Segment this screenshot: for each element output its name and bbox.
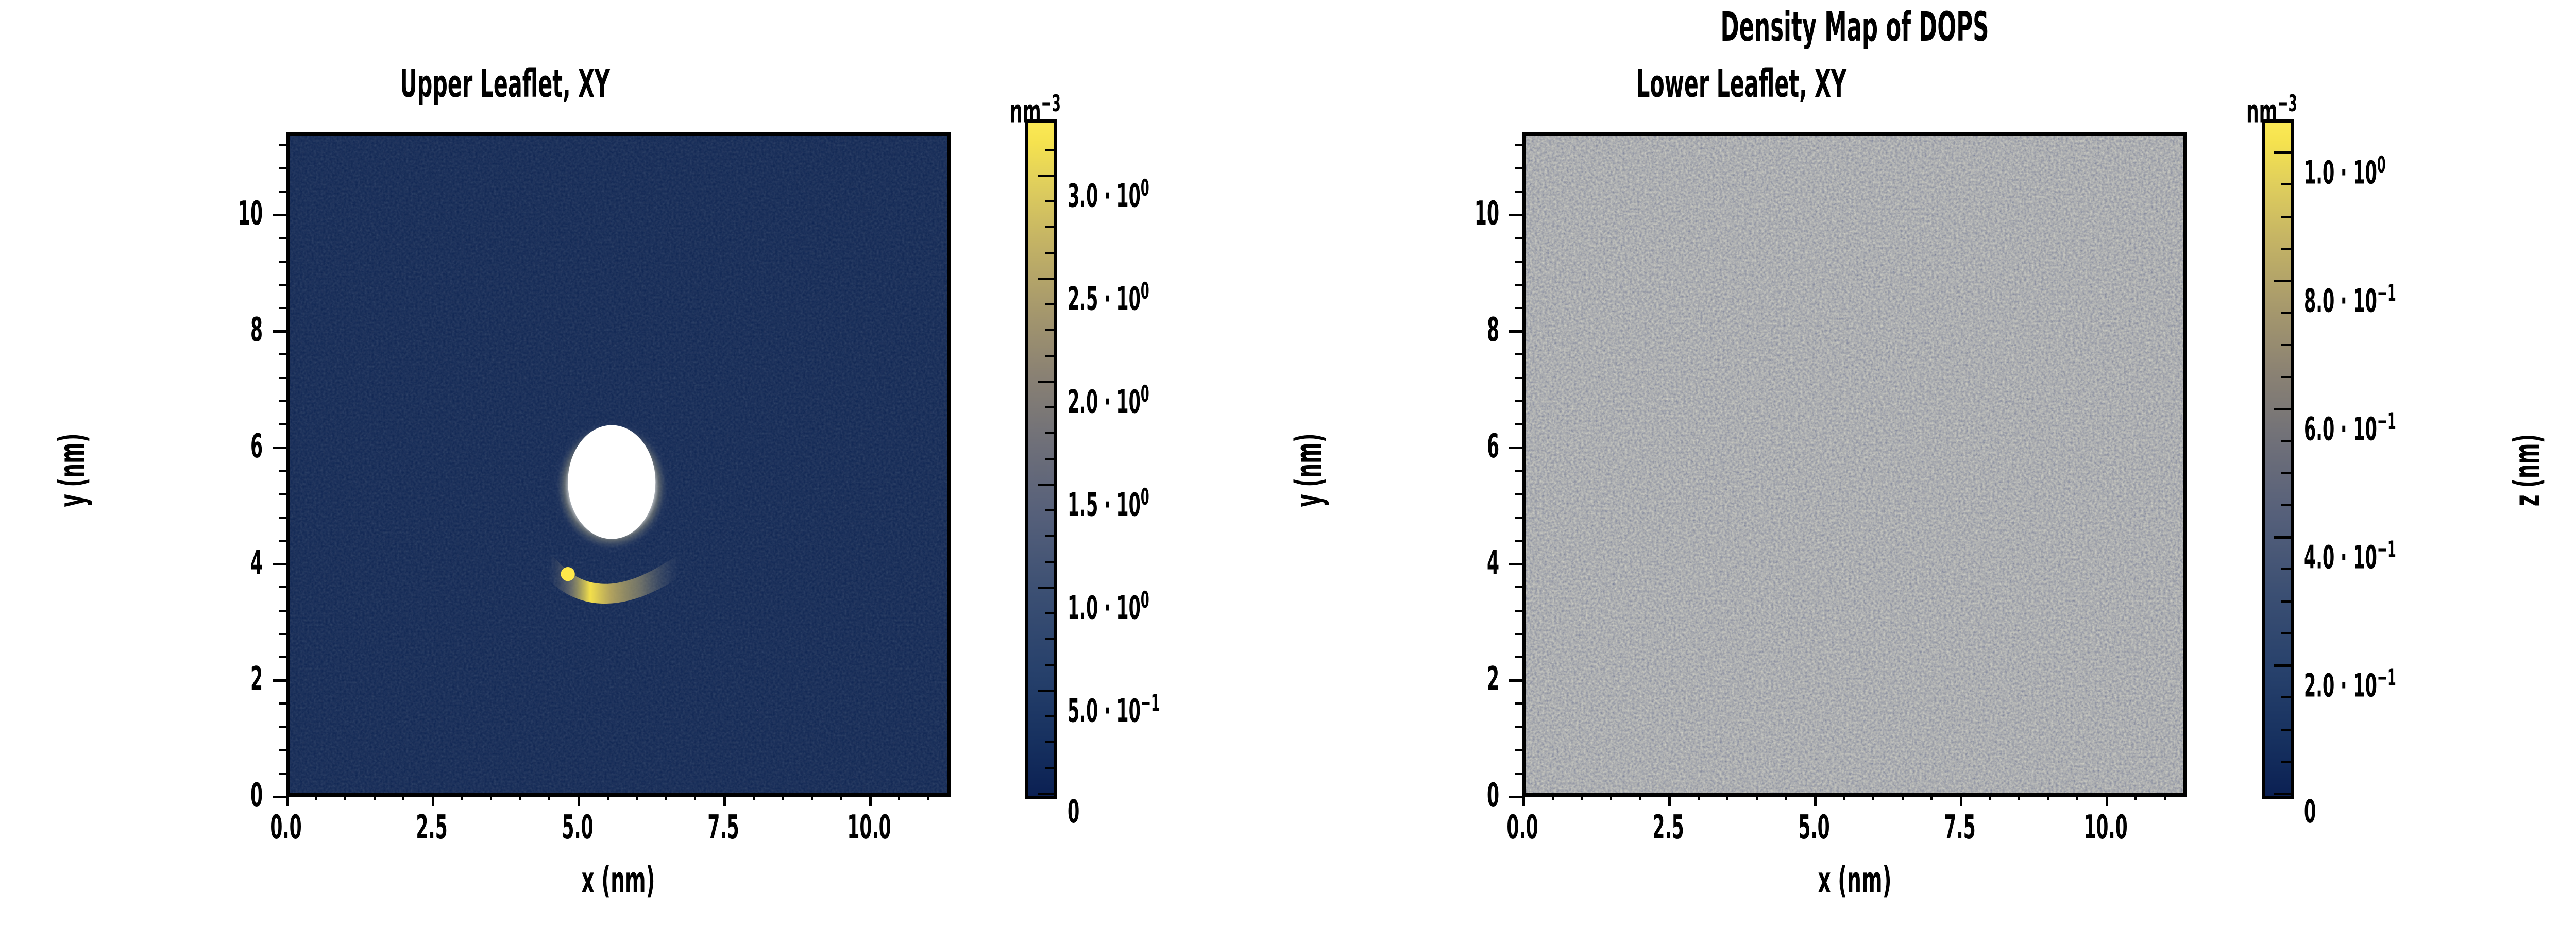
ytick-label: 6	[1486, 427, 1499, 466]
xtick-label: 10.0	[2083, 809, 2128, 847]
panel-transversal-view: Transversal View, YZ	[2473, 0, 2576, 927]
ytick-label: 0	[250, 777, 263, 815]
ytick-label: 4	[250, 544, 263, 582]
ytick-label: 4	[1486, 544, 1499, 582]
colorbar-tick-label: 2.5 · 100	[1067, 278, 1149, 318]
colorbar-tick-label: 2.0 · 100	[1067, 381, 1149, 421]
ytick-label: 2	[1486, 660, 1499, 698]
colorbar-tick-label: 0	[2304, 793, 2316, 830]
panel-title-lower-leaflet: Lower Leaflet, XY	[1636, 62, 1846, 106]
ytick-label: 6	[250, 427, 263, 466]
colorbar-tick-label: 8.0 · 10−1	[2304, 280, 2396, 320]
colorbar-tick-label: 1.5 · 100	[1067, 484, 1149, 524]
panel-upper-leaflet: Upper Leaflet, XY	[0, 0, 1236, 927]
xtick-label: 7.5	[707, 809, 739, 847]
heatmap-image-lower-leaflet	[1526, 136, 2183, 793]
yaxis-label-lower-leaflet: y (nm)	[1287, 433, 1330, 507]
colorbar-tick-label: 2.0 · 10−1	[2304, 664, 2396, 705]
xtick-label: 2.5	[1652, 809, 1684, 847]
xtick-label: 0.0	[270, 809, 302, 847]
heatmap-upper-leaflet[interactable]	[286, 132, 951, 797]
ytick-label: 8	[1486, 311, 1499, 349]
xaxis-label-upper-leaflet: x (nm)	[581, 859, 655, 901]
colorbar-tick-label: 0	[1067, 793, 1080, 830]
yaxis-label-upper-leaflet: y (nm)	[51, 433, 93, 507]
ytick-label: 10	[1474, 195, 1499, 233]
xtick-label: 7.5	[1944, 809, 1976, 847]
xtick-label: 5.0	[1798, 809, 1830, 847]
colorbar-tick-label: 1.0 · 100	[1067, 587, 1149, 627]
colorbar-tick-label: 4.0 · 10−1	[2304, 536, 2396, 576]
panel-title-upper-leaflet: Upper Leaflet, XY	[400, 62, 610, 106]
ytick-label: 2	[250, 660, 263, 698]
xtick-label: 10.0	[847, 809, 891, 847]
ytick-label: 0	[1486, 777, 1499, 815]
figure-suptitle: Density Map of DOPS	[1720, 4, 1989, 50]
panel-lower-leaflet: Lower Leaflet, XY	[1236, 0, 2473, 927]
colorbar-tick-label: 3.0 · 100	[1067, 175, 1149, 215]
colorbar-tick-label: 5.0 · 10−1	[1067, 690, 1160, 730]
xtick-label: 5.0	[562, 809, 594, 847]
colorbar-tick-label: 1.0 · 100	[2304, 151, 2386, 192]
heatmap-image-upper-leaflet	[290, 136, 947, 793]
heatmap-lower-leaflet[interactable]	[1522, 132, 2187, 797]
yaxis-label-transversal-view: z (nm)	[2506, 434, 2548, 507]
xaxis-label-lower-leaflet: x (nm)	[1818, 859, 1892, 901]
xtick-label: 2.5	[416, 809, 448, 847]
ytick-label: 8	[250, 311, 263, 349]
colorbar-tick-label: 6.0 · 10−1	[2304, 408, 2396, 448]
ytick-label: 10	[238, 195, 263, 233]
xtick-label: 0.0	[1506, 809, 1538, 847]
colorbar-lower-leaflet[interactable]	[2262, 119, 2294, 799]
